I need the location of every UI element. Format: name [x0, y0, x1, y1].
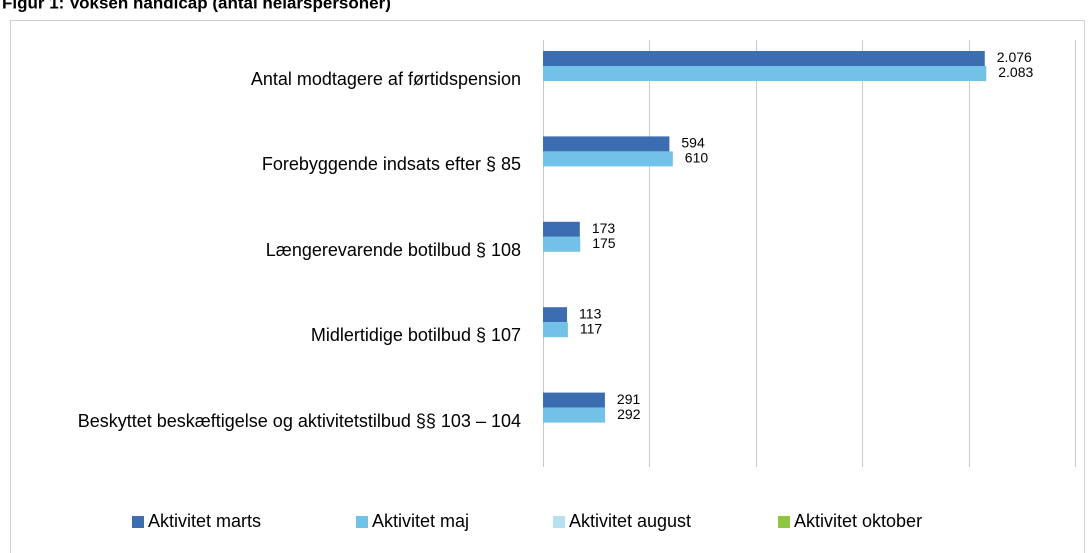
category-label: Antal modtagere af førtidspension — [250, 69, 521, 89]
legend-label: Aktivitet maj — [372, 511, 469, 531]
chart-title: Figur 1: Voksen handicap (antal helårspe… — [2, 0, 391, 12]
data-label: 2.076 — [997, 49, 1032, 65]
bar — [543, 236, 581, 252]
data-label: 113 — [579, 305, 602, 321]
category-label: Midlertidige botilbud § 107 — [310, 325, 521, 346]
data-label: 117 — [580, 320, 603, 336]
bar — [543, 392, 605, 408]
category-label: Forebyggende indsats efter § 85 — [261, 154, 521, 175]
legend-label: Aktivitet marts — [148, 511, 261, 531]
bar — [543, 151, 673, 167]
chart-frame — [10, 20, 1085, 553]
bar — [543, 51, 985, 66]
category-label: Beskyttet beskæftigelse og aktivitetstil… — [77, 410, 521, 431]
bar — [543, 66, 987, 81]
bar — [543, 307, 568, 323]
data-label: 291 — [617, 391, 641, 407]
data-label: 594 — [681, 135, 705, 151]
data-label: 292 — [617, 406, 641, 422]
bar — [543, 407, 606, 423]
legend-swatch — [132, 516, 144, 528]
legend-label: Aktivitet august — [569, 511, 691, 531]
bar — [543, 221, 580, 237]
legend-swatch — [553, 516, 565, 528]
legend-swatch — [356, 516, 368, 528]
data-label: 610 — [685, 150, 709, 166]
bar — [543, 322, 568, 338]
data-label: 2.083 — [998, 64, 1033, 80]
data-label: 173 — [592, 220, 616, 236]
category-label: Længerevarende botilbud § 108 — [265, 239, 521, 260]
bar — [543, 136, 670, 152]
legend-label: Aktivitet oktober — [794, 511, 922, 531]
legend-swatch — [778, 516, 790, 528]
data-label: 175 — [592, 235, 616, 251]
